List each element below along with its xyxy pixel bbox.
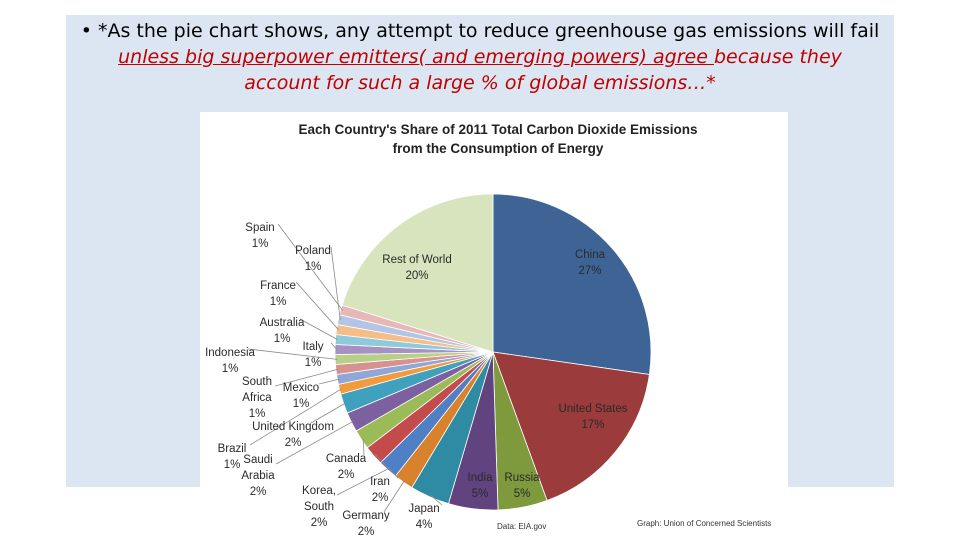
leader-line-italy: [330, 342, 338, 350]
graph-credit: Graph: Union of Concerned Scientists: [637, 519, 771, 528]
slice-label-korea-south: Korea,: [302, 485, 336, 497]
slice-value-iran: 2%: [372, 492, 389, 504]
slice-value-rest-of-world: 20%: [405, 270, 428, 282]
slice-value-china: 27%: [578, 265, 601, 277]
leader-line-mexico: [318, 378, 340, 385]
underlined-phrase: unless big superpower emitters( and emer…: [118, 46, 714, 68]
slice-value-poland: 1%: [305, 261, 322, 273]
slice-value-united-states: 17%: [581, 419, 604, 431]
slice-label-india: India: [468, 472, 494, 484]
slice-value-brazil: 1%: [224, 459, 241, 471]
slice-label-united-states: United States: [558, 403, 627, 415]
slice-value-south-africa: 1%: [249, 408, 266, 420]
bullet-line-1: • *As the pie chart shows, any attempt t…: [66, 18, 894, 44]
slice-value-india: 5%: [472, 488, 489, 500]
leader-line-indonesia: [247, 348, 338, 360]
slice-label-mexico: Mexico: [283, 382, 319, 394]
pie-chart: Each Country's Share of 2011 Total Carbo…: [205, 122, 771, 538]
slice-label-rest-of-world: Rest of World: [382, 254, 451, 266]
slice-label-poland: Poland: [295, 245, 331, 257]
bullet-line-3: account for such a large % of global emi…: [244, 72, 716, 94]
bullet-line-1-text: *As the pie chart shows, any attempt to …: [97, 20, 880, 42]
leader-line-brazil: [249, 388, 342, 446]
leader-line-japan: [430, 494, 443, 506]
leader-line-poland: [330, 246, 341, 321]
pie-slice-rest-of-world: [341, 193, 494, 353]
pie-slice-china: [492, 193, 652, 375]
leader-line-france: [295, 281, 339, 331]
leader-line-australia: [299, 318, 338, 340]
pie-slices: [334, 193, 652, 511]
data-source: Data: EIA.gov: [497, 522, 546, 531]
slice-label-canada: Canada: [326, 453, 367, 465]
slice-label-russia: Russia: [504, 472, 540, 484]
slice-value-japan: 4%: [416, 519, 433, 531]
slice-value-united-kingdom: 2%: [285, 437, 302, 449]
slice-label-south-africa: Africa: [242, 392, 272, 404]
pie-chart-figure: Each Country's Share of 2011 Total Carbo…: [200, 112, 788, 540]
slice-label-spain: Spain: [245, 222, 274, 234]
slice-value-saudi-arabia: 2%: [250, 486, 267, 498]
slice-label-saudi-arabia: Saudi: [243, 454, 272, 466]
leader-line-saudi-arabia: [275, 420, 354, 465]
slice-value-canada: 2%: [338, 469, 355, 481]
slice-value-indonesia: 1%: [222, 363, 239, 375]
bullet-line-2-rest: because they: [713, 46, 842, 68]
chart-title-line-1: Each Country's Share of 2011 Total Carbo…: [298, 122, 697, 137]
slice-value-korea-south: 2%: [311, 517, 328, 529]
slice-label-france: France: [260, 280, 296, 292]
leader-line-south-africa: [274, 368, 339, 387]
slice-label-united-kingdom: United Kingdom: [252, 421, 334, 433]
leader-line-iran: [374, 453, 399, 479]
slice-value-spain: 1%: [252, 238, 269, 250]
slice-value-mexico: 1%: [293, 398, 310, 410]
slice-value-germany: 2%: [358, 526, 375, 538]
leader-line-germany: [383, 480, 405, 513]
leader-line-korea-south: [336, 467, 390, 496]
slice-label-south-africa: South: [242, 376, 272, 388]
bullet-symbol: •: [80, 20, 92, 42]
slice-label-iran: Iran: [370, 476, 390, 488]
slice-label-saudi-arabia: Arabia: [241, 470, 275, 482]
slice-label-korea-south: South: [304, 501, 334, 513]
bullet-line-2: unless big superpower emitters( and emer…: [66, 44, 894, 70]
leader-line-spain: [277, 223, 343, 311]
slice-value-russia: 5%: [514, 488, 531, 500]
slice-label-japan: Japan: [408, 503, 439, 515]
slice-label-australia: Australia: [260, 317, 305, 329]
bullet-text: • *As the pie chart shows, any attempt t…: [66, 18, 894, 96]
slice-label-china: China: [575, 249, 606, 261]
slice-labels: China 27% United States 17% Russia 5% India 5% J…: [205, 222, 628, 538]
slice-value-italy: 1%: [305, 357, 322, 369]
chart-title-line-2: from the Consumption of Energy: [393, 141, 604, 156]
leader-line-united-kingdom: [310, 402, 346, 424]
slice-value-france: 1%: [270, 296, 287, 308]
slice-label-brazil: Brazil: [218, 443, 247, 455]
slice-label-germany: Germany: [342, 510, 390, 522]
pie-slice-united-states: [492, 351, 650, 501]
slice-label-indonesia: Indonesia: [205, 347, 255, 359]
leader-lines: [247, 223, 443, 513]
slice-label-italy: Italy: [302, 341, 323, 353]
slice-value-australia: 1%: [274, 333, 291, 345]
leader-line-canada: [362, 438, 365, 456]
